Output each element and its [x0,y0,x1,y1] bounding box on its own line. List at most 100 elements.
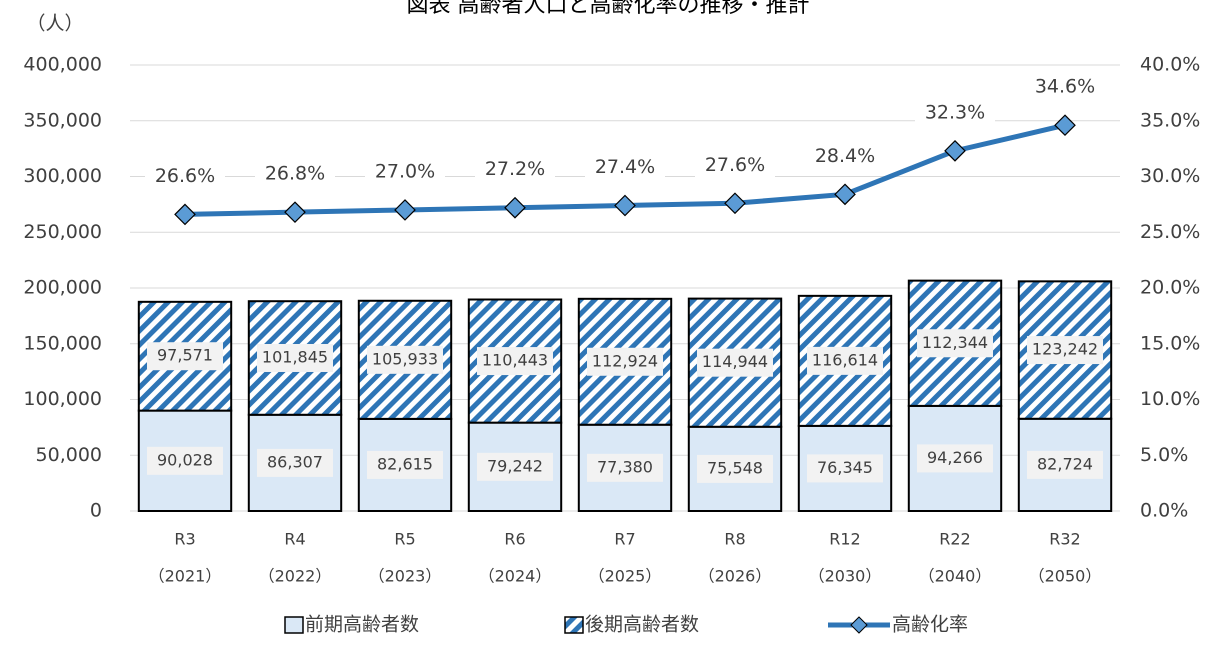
marker [1054,114,1076,137]
data-label: 77,380 [597,457,653,476]
data-label-bg [807,346,883,375]
x-tick-label: R7 [614,530,635,549]
data-label: 86,307 [267,452,323,471]
x-tick-label: （2024） [479,567,552,586]
data-label: 97,571 [157,346,213,365]
data-label-bg [917,329,993,358]
marker [394,199,416,221]
x-tick-label: （2021） [149,567,222,586]
marker [834,183,856,206]
data-label-bg [147,342,223,371]
marker [614,194,636,217]
data-label-bg [1027,450,1103,479]
x-tick-label: R6 [504,530,525,549]
x-tick-label: R22 [939,530,970,549]
data-label-bg [587,453,663,482]
y-tick-label: 150,000 [23,332,102,354]
data-label-bg [367,450,443,479]
marker [724,192,746,215]
y2-tick-label: 15.0% [1140,332,1200,354]
data-label-bg [805,142,885,171]
data-label: 27.0% [375,160,435,182]
data-label-bg [477,347,553,376]
data-label-bg [697,348,773,377]
data-label-bg [915,98,995,127]
x-tick-label: R8 [724,530,745,549]
data-label-bg [147,446,223,475]
data-label-bg [365,157,445,186]
y-axis-label: （人） [26,13,83,35]
data-label-bg [477,452,553,481]
marker [504,196,526,219]
data-label: 112,344 [922,333,988,352]
data-label: 26.8% [265,163,325,185]
data-label-bg [917,444,993,473]
data-label: 112,924 [592,351,658,370]
y2-tick-label: 35.0% [1140,109,1200,131]
legend-label: 前期高齢者数 [305,614,419,636]
data-label-bg [1027,336,1103,365]
y-tick-label: 250,000 [23,221,102,243]
data-label-bg [1025,73,1105,102]
data-label-bg [257,448,333,477]
data-label-bg [587,347,663,376]
x-tick-label: R32 [1049,530,1080,549]
data-label: 27.6% [705,154,765,176]
data-label-bg [257,343,333,372]
x-tick-label: （2026） [699,567,772,586]
y-tick-label: 300,000 [23,165,102,187]
y2-tick-label: 0.0% [1140,500,1188,522]
data-label: 116,614 [812,350,878,369]
data-label-bg [807,454,883,483]
marker [944,140,966,162]
legend-label: 後期高齢者数 [585,614,699,636]
x-tick-label: R4 [284,530,305,549]
y-tick-label: 200,000 [23,277,102,299]
y2-tick-label: 10.0% [1140,388,1200,410]
marker [284,201,306,224]
data-label: 110,443 [482,351,548,370]
chart-title: 図表 高齢者人口と高齢化率の推移・推計 [407,0,810,18]
legend-key [284,616,304,634]
y-tick-label: 400,000 [23,54,102,76]
y2-tick-label: 40.0% [1140,54,1200,76]
data-label: 114,944 [702,352,768,371]
x-tick-label: R3 [174,530,195,549]
data-label: 123,242 [1032,340,1098,359]
x-tick-label: R12 [829,530,860,549]
x-tick-label: （2030） [809,567,882,586]
x-tick-label: （2022） [259,567,332,586]
y-tick-label: 100,000 [23,388,102,410]
data-label: 90,028 [157,450,213,469]
y2-tick-label: 25.0% [1140,221,1200,243]
data-label: 32.3% [925,101,985,123]
y2-tick-label: 20.0% [1140,277,1200,299]
data-label: 105,933 [372,349,438,368]
marker [174,203,196,226]
data-label-bg [475,155,555,184]
data-label: 27.2% [485,158,545,180]
data-label: 34.6% [1035,76,1095,98]
x-tick-label: （2050） [1029,567,1102,586]
legend-key [850,616,868,634]
data-label: 94,266 [927,448,983,467]
y-tick-label: 0 [90,500,102,522]
legend-label: 高齢化率 [892,614,968,636]
y-tick-label: 350,000 [23,109,102,131]
x-tick-label: （2023） [369,567,442,586]
data-label-bg [367,345,443,374]
data-label: 82,615 [377,454,433,473]
data-label: 82,724 [1037,454,1093,473]
data-label: 76,345 [817,458,873,477]
data-label: 101,845 [262,347,328,366]
data-label-bg [585,153,665,182]
y2-tick-label: 5.0% [1140,444,1188,466]
y2-tick-label: 30.0% [1140,165,1200,187]
data-label: 27.4% [595,156,655,178]
x-tick-label: R5 [394,530,415,549]
data-label-bg [695,151,775,180]
data-label: 75,548 [707,458,763,477]
data-label-bg [255,160,335,189]
x-tick-label: （2040） [919,567,992,586]
